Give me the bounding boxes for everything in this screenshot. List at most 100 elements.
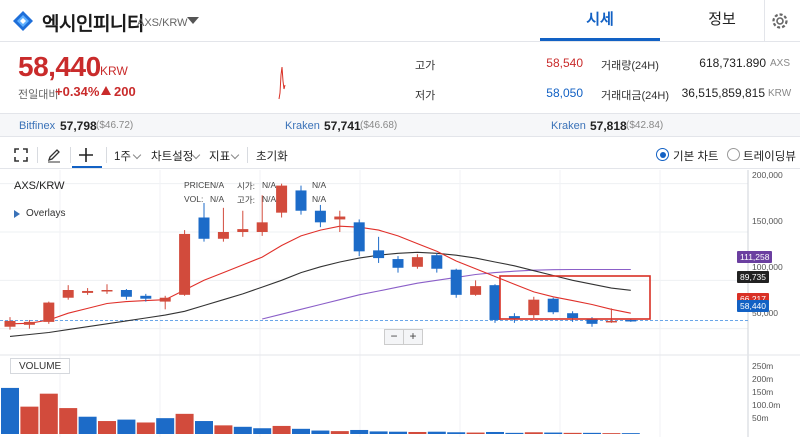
sparkline-chart <box>278 66 286 100</box>
candle-body <box>567 313 579 319</box>
volume-bar <box>253 428 272 434</box>
volume-bar <box>98 421 116 434</box>
high-label: 고가 <box>415 60 436 72</box>
candle-body <box>586 319 598 324</box>
candle-body <box>101 290 113 292</box>
volume-bar <box>330 431 349 434</box>
volume-bar <box>1 387 19 434</box>
volume-bar <box>602 433 621 434</box>
tab-info[interactable]: 정보 <box>708 11 736 28</box>
volume-bar <box>136 422 155 434</box>
gear-icon[interactable] <box>770 11 790 31</box>
volume-label: 거래량(24H) <box>601 60 659 72</box>
volume-value: 618,731.890 <box>699 56 766 70</box>
vol-label: VOL: <box>184 194 204 204</box>
period-selector[interactable]: 1주 <box>114 151 131 163</box>
zoom-in-button[interactable]: + <box>403 329 423 345</box>
up-arrow-icon <box>101 86 111 95</box>
pair-dropdown-icon[interactable] <box>187 17 199 24</box>
tradingview-radio[interactable] <box>727 148 740 161</box>
y-tick-label: 100,000 <box>752 262 783 272</box>
divider <box>70 147 71 163</box>
chart-symbol: AXS/KRW <box>14 180 65 192</box>
indicators-button[interactable]: 지표 <box>209 151 231 163</box>
open-value: N/A <box>262 180 277 190</box>
current-price: 58,440 <box>18 51 101 82</box>
volume-bar <box>233 426 252 434</box>
basic-chart-label[interactable]: 기본 차트 <box>673 151 719 163</box>
exchange-price: 57,741 <box>324 119 361 133</box>
vol-tick-label: 50m <box>752 413 769 423</box>
close-value-chart: N/A <box>312 194 327 204</box>
exchange-name[interactable]: Kraken <box>285 120 320 132</box>
volume-bar <box>59 408 78 434</box>
change-amount: 200 <box>114 84 136 99</box>
candle-body <box>411 257 423 267</box>
volume-bar <box>117 419 136 434</box>
chevron-down-icon[interactable] <box>230 150 240 160</box>
volume-bar <box>583 432 601 434</box>
active-tool-underline <box>72 166 102 168</box>
reset-button[interactable]: 초기화 <box>256 151 288 163</box>
candle-body <box>256 222 268 232</box>
candle-body <box>547 298 559 313</box>
pencil-icon[interactable] <box>45 146 63 164</box>
candle-body <box>198 217 210 239</box>
price-chart[interactable] <box>0 170 800 437</box>
high-label-chart: 고가: <box>237 195 256 205</box>
chart-settings-button[interactable]: 차트설정 <box>151 151 194 163</box>
ma-long-line <box>262 268 631 320</box>
candle-body <box>62 290 74 298</box>
exchange-usd: ($46.72) <box>96 120 134 131</box>
price-unit: KRW <box>100 64 128 78</box>
divider <box>37 147 38 163</box>
volume-bar <box>20 406 39 434</box>
candle-body <box>159 297 171 302</box>
vol-tick-label: 200m <box>752 374 774 384</box>
candle-body <box>353 222 365 252</box>
volume-bar <box>175 413 194 434</box>
amount-unit: KRW <box>768 88 792 99</box>
basic-chart-radio[interactable] <box>656 148 669 161</box>
candle-body <box>179 233 191 295</box>
exchange-price-row: Bitfinex 57,798 ($46.72) Kraken 57,741 (… <box>0 113 800 137</box>
candle-body <box>140 295 152 299</box>
candle-body <box>276 185 288 213</box>
chevron-down-icon[interactable] <box>132 150 142 160</box>
divider <box>764 0 765 41</box>
volume-bar <box>156 418 175 434</box>
fullscreen-icon[interactable] <box>12 146 30 164</box>
tradingview-label[interactable]: 트레이딩뷰 <box>743 151 796 163</box>
vol-tick-label: 150m <box>752 387 774 397</box>
volume-bar <box>447 432 466 434</box>
exchange-name[interactable]: Bitfinex <box>19 120 56 132</box>
candle-body <box>431 255 443 269</box>
pair-label[interactable]: AXS/KRW <box>137 17 188 29</box>
tab-market[interactable]: 시세 <box>540 0 660 41</box>
volume-bar <box>621 433 640 434</box>
volume-panel-button[interactable]: VOLUME <box>10 358 71 374</box>
candle-body <box>373 250 385 259</box>
low-value-chart: N/A <box>312 180 327 190</box>
candle-body <box>625 319 637 322</box>
candle-body <box>392 259 404 268</box>
open-label: 시가: <box>237 181 256 191</box>
high-value: 58,540 <box>546 56 583 70</box>
candle-body <box>334 216 346 220</box>
exchange-price: 57,818 <box>590 119 627 133</box>
volume-bar <box>311 430 330 434</box>
ma-mid-line <box>9 251 631 337</box>
overlays-toggle[interactable]: Overlays <box>26 208 66 219</box>
candle-body <box>43 302 55 322</box>
zoom-out-button[interactable]: − <box>384 329 404 345</box>
expand-triangle-icon[interactable] <box>14 210 20 218</box>
candle-body <box>82 290 94 293</box>
crosshair-icon[interactable] <box>77 146 95 164</box>
highlight-box <box>499 275 651 320</box>
vol-tick-label: 100.0m <box>752 400 781 410</box>
candle-body <box>237 229 249 232</box>
vol-value: N/A <box>210 194 225 204</box>
exchange-name[interactable]: Kraken <box>551 120 586 132</box>
volume-bar <box>389 431 407 434</box>
header-bar: 엑시인피니티 AXS/KRW 시세 정보 <box>0 0 800 42</box>
